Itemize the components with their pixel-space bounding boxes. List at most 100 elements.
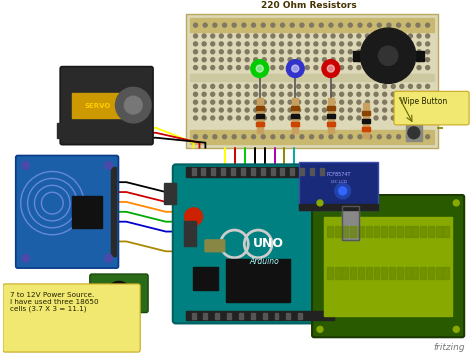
Circle shape	[271, 84, 275, 88]
Circle shape	[331, 50, 335, 54]
Circle shape	[237, 84, 240, 88]
Circle shape	[211, 108, 215, 112]
Circle shape	[348, 116, 352, 120]
Circle shape	[237, 92, 240, 96]
Circle shape	[408, 127, 420, 139]
Bar	[164, 183, 176, 204]
Circle shape	[262, 34, 266, 38]
Circle shape	[245, 66, 249, 69]
Bar	[251, 313, 255, 319]
Circle shape	[331, 42, 335, 46]
Circle shape	[417, 34, 421, 38]
Circle shape	[378, 46, 398, 66]
Circle shape	[252, 23, 255, 27]
Bar	[292, 98, 298, 133]
Circle shape	[453, 200, 459, 206]
Circle shape	[357, 42, 361, 46]
Circle shape	[237, 116, 240, 120]
Circle shape	[391, 116, 395, 120]
Circle shape	[417, 58, 421, 62]
Circle shape	[228, 42, 232, 46]
Circle shape	[271, 135, 275, 139]
Circle shape	[280, 58, 283, 62]
Bar	[335, 267, 341, 279]
Circle shape	[211, 34, 215, 38]
Circle shape	[288, 34, 292, 38]
FancyBboxPatch shape	[173, 164, 346, 323]
Circle shape	[280, 42, 283, 46]
Circle shape	[297, 100, 301, 104]
Circle shape	[193, 92, 198, 96]
Circle shape	[193, 58, 198, 62]
Circle shape	[358, 135, 362, 139]
Circle shape	[340, 108, 344, 112]
Circle shape	[254, 66, 258, 69]
Circle shape	[426, 92, 429, 96]
Bar	[57, 123, 67, 138]
Circle shape	[211, 42, 215, 46]
Circle shape	[193, 42, 198, 46]
FancyBboxPatch shape	[394, 91, 469, 125]
Circle shape	[314, 50, 318, 54]
Bar	[416, 51, 424, 61]
Circle shape	[331, 116, 335, 120]
Circle shape	[338, 135, 343, 139]
Circle shape	[116, 87, 151, 123]
Circle shape	[383, 58, 387, 62]
Bar	[363, 111, 370, 115]
Circle shape	[383, 50, 387, 54]
Circle shape	[271, 116, 275, 120]
Circle shape	[288, 66, 292, 69]
Circle shape	[314, 100, 318, 104]
Circle shape	[297, 58, 301, 62]
Circle shape	[310, 135, 314, 139]
Circle shape	[357, 84, 361, 88]
Circle shape	[400, 34, 404, 38]
Circle shape	[348, 58, 352, 62]
Circle shape	[262, 92, 266, 96]
Circle shape	[329, 23, 333, 27]
Bar	[231, 168, 235, 175]
Circle shape	[281, 135, 284, 139]
Circle shape	[365, 84, 369, 88]
Circle shape	[297, 116, 301, 120]
Circle shape	[228, 108, 232, 112]
Circle shape	[360, 28, 416, 83]
Bar	[420, 267, 426, 279]
Circle shape	[219, 58, 223, 62]
Circle shape	[254, 116, 258, 120]
Circle shape	[409, 42, 412, 46]
Circle shape	[416, 135, 420, 139]
Circle shape	[202, 58, 206, 62]
Bar	[397, 226, 403, 237]
Circle shape	[319, 135, 323, 139]
Circle shape	[426, 34, 429, 38]
Circle shape	[245, 34, 249, 38]
Circle shape	[374, 108, 378, 112]
Circle shape	[426, 23, 429, 27]
Bar	[211, 168, 215, 175]
Circle shape	[314, 84, 318, 88]
Bar	[292, 106, 299, 110]
FancyBboxPatch shape	[299, 163, 378, 210]
Bar	[274, 313, 279, 319]
FancyBboxPatch shape	[205, 240, 225, 252]
Circle shape	[290, 135, 294, 139]
Circle shape	[203, 135, 207, 139]
Bar	[358, 267, 364, 279]
Bar	[186, 311, 334, 320]
Circle shape	[314, 34, 318, 38]
Circle shape	[213, 23, 217, 27]
Circle shape	[271, 108, 275, 112]
Circle shape	[271, 100, 275, 104]
Bar	[226, 259, 290, 302]
Circle shape	[211, 84, 215, 88]
Circle shape	[228, 100, 232, 104]
Bar	[342, 205, 359, 240]
Circle shape	[237, 66, 240, 69]
Circle shape	[262, 116, 266, 120]
Bar	[412, 267, 418, 279]
Circle shape	[426, 84, 429, 88]
Bar	[72, 93, 141, 118]
Bar	[292, 114, 299, 118]
